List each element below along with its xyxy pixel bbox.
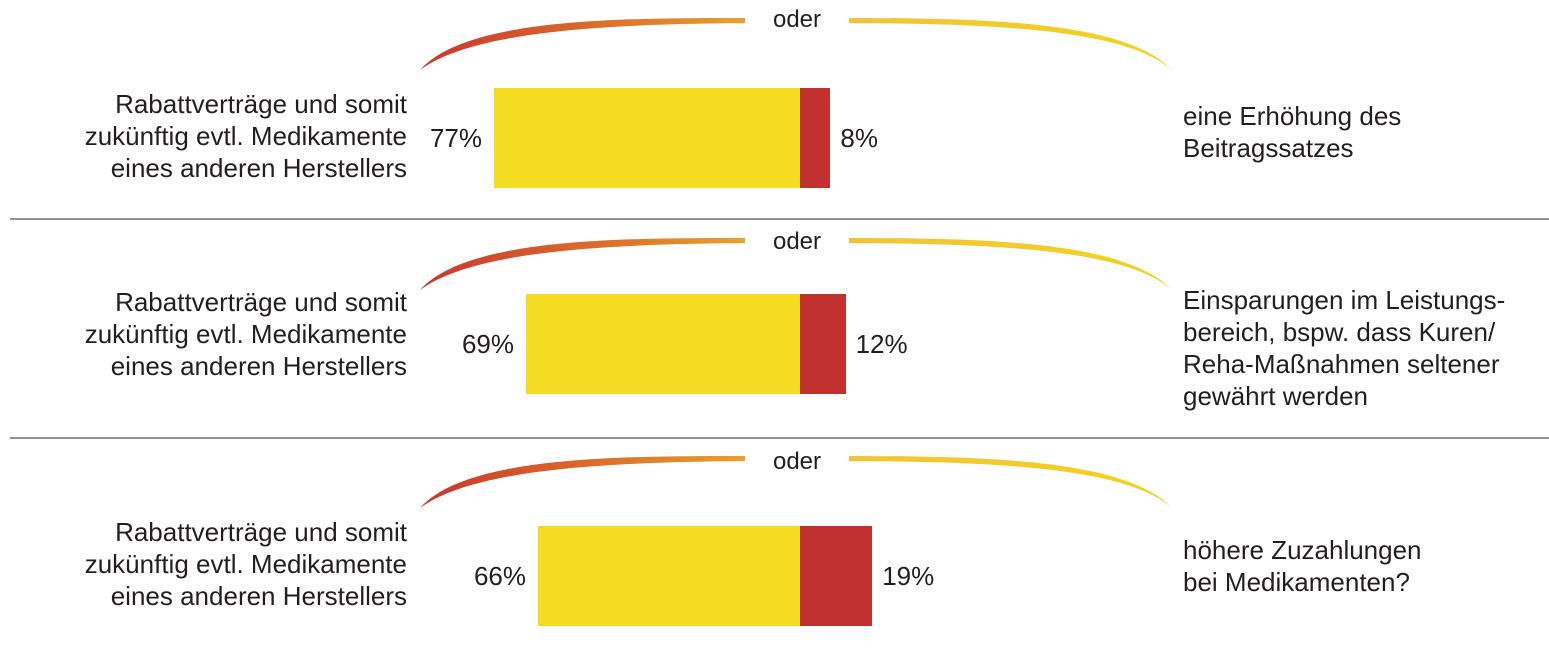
right-label-line: Beitragssatzes [1183, 133, 1354, 163]
connector-label-gap [745, 12, 849, 28]
right-category-label: Einsparungen im Leistungs- bereich, bspw… [1183, 284, 1549, 412]
left-value-label: 77% [429, 123, 482, 153]
right-label-line: Reha-Maßnahmen seltener [1183, 349, 1500, 379]
right-category-label: eine Erhöhung des Beitragssatzes [1183, 100, 1549, 164]
left-label-line: zukünftig evtl. Medikamente [84, 319, 407, 349]
right-label-line: höhere Zuzahlungen [1183, 535, 1422, 565]
chart-row-2: oder Rabattverträge und somit zukünftig … [0, 220, 1549, 438]
bar-left-segment [538, 526, 800, 626]
left-label-line: Rabattverträge und somit [115, 287, 407, 317]
connector-label: oder [772, 228, 822, 255]
left-category-label: Rabattverträge und somit zukünftig evtl.… [20, 286, 407, 382]
left-value-label: 66% [473, 561, 526, 591]
left-category-label: Rabattverträge und somit zukünftig evtl.… [20, 88, 407, 184]
bar-right-segment [800, 88, 831, 188]
connector-label: oder [772, 6, 822, 33]
connector-label-gap [745, 450, 849, 466]
left-label-line: zukünftig evtl. Medikamente [84, 549, 407, 579]
chart-row-1: oder Rabattverträge und somit zukünftig … [0, 0, 1549, 218]
right-label-line: Einsparungen im Leistungs- [1183, 285, 1506, 315]
left-label-line: eines anderen Herstellers [110, 153, 407, 183]
right-value-label: 12% [855, 329, 908, 359]
right-label-line: bei Medikamenten? [1183, 567, 1410, 597]
right-label-line: bereich, bspw. dass Kuren/ [1183, 317, 1496, 347]
left-value-label: 69% [461, 329, 514, 359]
right-label-line: gewährt werden [1183, 381, 1368, 411]
right-value-label: 8% [840, 123, 878, 153]
chart-row-3: oder Rabattverträge und somit zukünftig … [0, 440, 1549, 658]
bar-left-segment [494, 88, 800, 188]
connector-label-gap [745, 232, 849, 248]
left-label-line: Rabattverträge und somit [115, 517, 407, 547]
right-value-label: 19% [882, 561, 935, 591]
left-label-line: eines anderen Herstellers [110, 581, 407, 611]
left-label-line: Rabattverträge und somit [115, 89, 407, 119]
right-label-line: eine Erhöhung des [1183, 101, 1402, 131]
left-label-line: zukünftig evtl. Medikamente [84, 121, 407, 151]
bar-right-segment [800, 526, 873, 626]
left-category-label: Rabattverträge und somit zukünftig evtl.… [20, 516, 407, 612]
left-label-line: eines anderen Herstellers [110, 351, 407, 381]
right-category-label: höhere Zuzahlungen bei Medikamenten? [1183, 534, 1549, 598]
connector-label: oder [772, 448, 822, 475]
bar-left-segment [526, 294, 800, 394]
bar-right-segment [800, 294, 846, 394]
